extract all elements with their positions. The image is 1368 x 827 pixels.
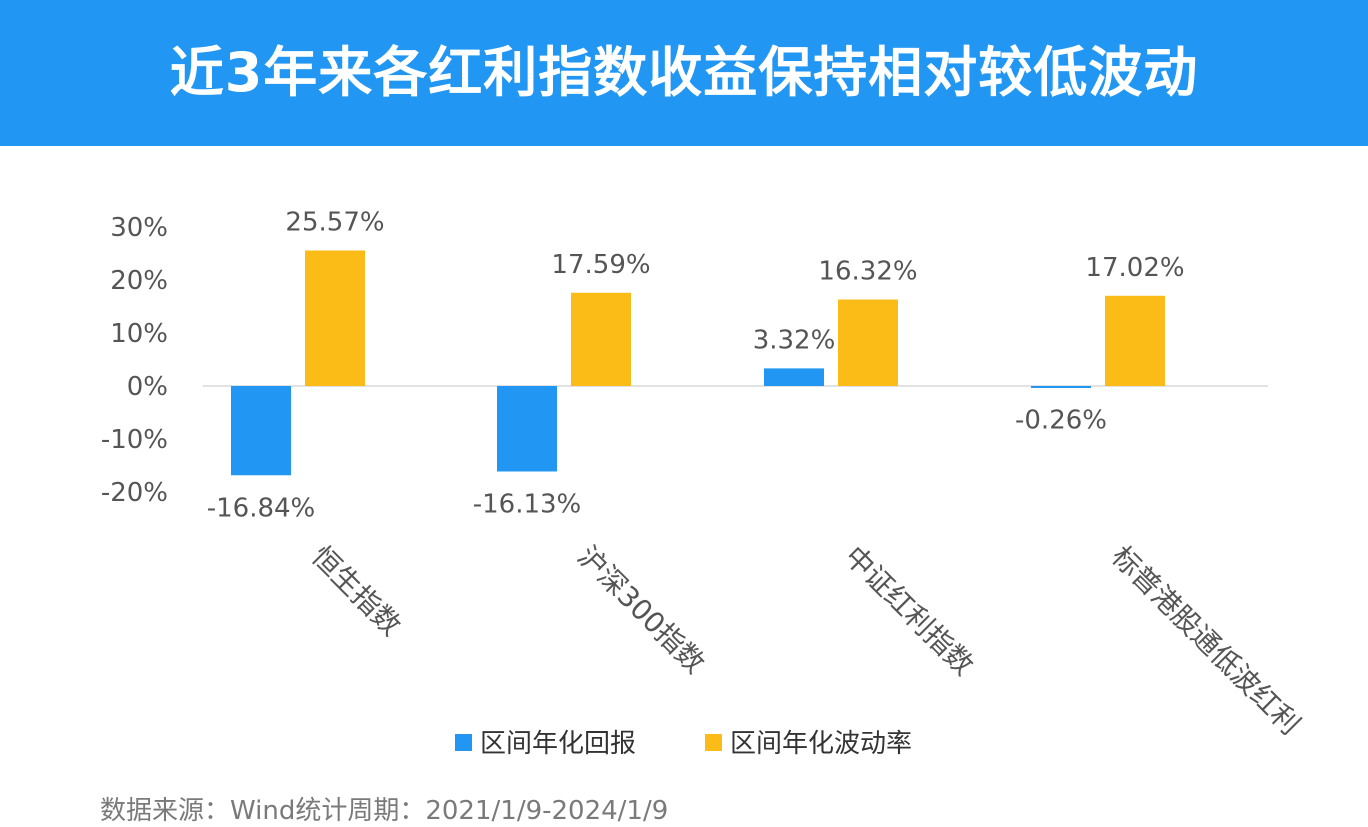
bar <box>497 386 557 472</box>
title-banner: 近3年来各红利指数收益保持相对较低波动 <box>0 0 1368 146</box>
category-label: 沪深300指数 <box>571 540 711 680</box>
bar-chart: 30%20%10%0%-10%-20% -16.84% -16.13%3.32%-… <box>101 207 1307 759</box>
legend: 区间年化回报 区间年化波动率 <box>455 729 912 759</box>
bar <box>764 368 824 386</box>
x-axis: 恒生指数 沪深300指数 中证红利指数 标普港股通低波红利 <box>305 540 1307 742</box>
data-labels: -16.84% -16.13% 3.32% -0.26% 25.57% 17.59% 16.… <box>207 207 1185 523</box>
bar <box>838 299 898 386</box>
legend-swatch <box>455 734 472 751</box>
page-title: 近3年来各红利指数收益保持相对较低波动 <box>169 41 1199 104</box>
bar <box>231 386 291 476</box>
y-tick-label: 20% <box>110 266 168 296</box>
y-tick-label: -10% <box>101 425 168 455</box>
data-label: -16.84% <box>207 493 316 523</box>
legend-label: 区间年化回报 <box>480 729 636 759</box>
bar <box>1105 295 1165 386</box>
y-tick-label: 10% <box>110 319 168 349</box>
y-tick-label: 30% <box>110 213 168 243</box>
y-tick-label: -20% <box>101 478 168 508</box>
data-label: 16.32% <box>818 257 917 287</box>
data-label: -0.26% <box>1015 405 1107 435</box>
category-label: 标普港股通低波红利 <box>1105 540 1307 742</box>
legend-label: 区间年化波动率 <box>730 729 912 759</box>
bar <box>571 292 631 386</box>
legend-swatch <box>705 734 722 751</box>
category-label: 中证红利指数 <box>838 540 980 682</box>
data-label: 3.32% <box>753 325 836 355</box>
data-label: 17.59% <box>551 250 650 280</box>
category-label: 恒生指数 <box>305 540 408 643</box>
bar <box>1031 386 1091 388</box>
data-label: -16.13% <box>473 489 582 519</box>
data-label: 25.57% <box>285 207 384 237</box>
data-label: 17.02% <box>1085 253 1184 283</box>
y-axis: 30% 20% 10% 0% -10% -20% <box>101 213 168 508</box>
bar <box>305 250 365 386</box>
y-tick-label: 0% <box>127 372 168 402</box>
bars <box>231 250 1165 476</box>
source-note: 数据来源：Wind统计周期：2021/1/9-2024/1/9 <box>100 796 669 826</box>
